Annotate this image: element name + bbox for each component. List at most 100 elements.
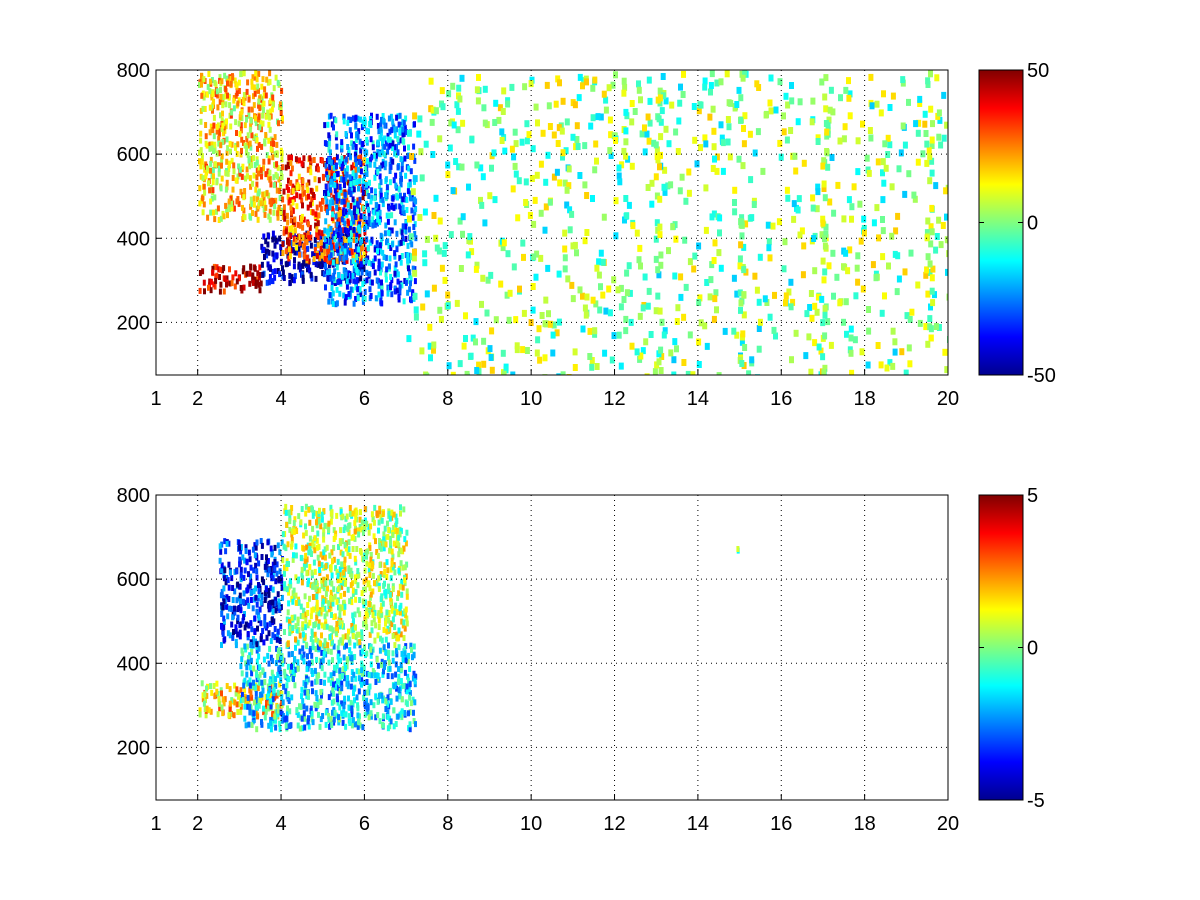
- heatmap-cell: [358, 178, 362, 185]
- heatmap-cell: [752, 149, 758, 157]
- heatmap-cell: [407, 226, 411, 233]
- heatmap-cell: [388, 547, 392, 554]
- heatmap-cell: [327, 170, 331, 177]
- heatmap-cell: [427, 342, 433, 350]
- heatmap-cell: [323, 243, 327, 250]
- heatmap-cell: [372, 152, 376, 159]
- heatmap-cell: [267, 158, 271, 165]
- heatmap-cell: [846, 94, 852, 102]
- heatmap-cell: [332, 643, 336, 650]
- heatmap-cell: [390, 557, 394, 564]
- heatmap-cell: [200, 195, 204, 202]
- heatmap-cell: [658, 346, 664, 354]
- heatmap-cell: [306, 230, 310, 237]
- heatmap-cell: [419, 347, 425, 355]
- heatmap-cell: [570, 242, 576, 250]
- heatmap-cell: [385, 239, 388, 246]
- heatmap-cell: [269, 108, 273, 115]
- heatmap-cell: [354, 144, 358, 150]
- heatmap-cell: [298, 157, 301, 164]
- heatmap-cell: [855, 137, 861, 145]
- heatmap-cell: [282, 275, 286, 281]
- heatmap-cell: [535, 336, 541, 344]
- heatmap-cell: [446, 90, 452, 98]
- heatmap-cell: [550, 349, 556, 357]
- heatmap-cell: [302, 545, 306, 552]
- heatmap-cell: [335, 204, 339, 211]
- heatmap-cell: [348, 174, 352, 181]
- heatmap-cell: [265, 190, 269, 197]
- heatmap-cell: [332, 194, 336, 201]
- heatmap-cell: [397, 693, 401, 700]
- heatmap-cell: [249, 620, 253, 627]
- heatmap-cell: [399, 259, 403, 266]
- heatmap-cell: [422, 259, 428, 267]
- heatmap-cell: [678, 83, 683, 91]
- heatmap-cell: [672, 272, 678, 280]
- heatmap-cell: [368, 179, 371, 186]
- heatmap-cell: [413, 678, 417, 685]
- heatmap-cell: [268, 264, 272, 271]
- heatmap-cell: [503, 366, 509, 374]
- heatmap-cell: [258, 592, 262, 598]
- heatmap-cell: [677, 99, 683, 107]
- heatmap-cell: [315, 614, 319, 621]
- heatmap-cell: [294, 623, 298, 630]
- heatmap-cell: [203, 288, 206, 295]
- heatmap-cell: [276, 707, 280, 714]
- heatmap-cell: [352, 209, 356, 216]
- heatmap-cell: [331, 596, 335, 602]
- x-axis-top: 1 2 4 6 8 10 12 14 16 18 20: [150, 369, 959, 410]
- heatmap-cell: [389, 602, 393, 609]
- heatmap-cell: [681, 359, 687, 366]
- heatmap-cell: [395, 609, 399, 616]
- heatmap-cell: [301, 202, 304, 209]
- heatmap-cell: [404, 279, 408, 286]
- heatmap-cell: [708, 88, 713, 96]
- heatmap-cell: [213, 79, 217, 86]
- heatmap-cell: [917, 95, 923, 103]
- heatmap-cell: [262, 656, 266, 663]
- heatmap-cell: [269, 181, 273, 188]
- heatmap-cell: [237, 79, 241, 86]
- heatmap-cell: [341, 719, 345, 726]
- heatmap-cell: [275, 561, 279, 568]
- heatmap-cell: [272, 85, 276, 92]
- heatmap-cell: [364, 611, 368, 618]
- heatmap-cell: [408, 257, 411, 264]
- heatmap-cell: [371, 140, 375, 147]
- heatmap-cell: [328, 292, 332, 299]
- heatmap-cell: [830, 249, 836, 257]
- heatmap-cell: [287, 255, 291, 262]
- heatmap-cell: [212, 122, 216, 129]
- heatmap-cell: [367, 714, 371, 721]
- heatmap-cell: [329, 112, 333, 119]
- heatmap-cell: [338, 623, 342, 630]
- heatmap-cell: [290, 505, 294, 511]
- heatmap-cell: [338, 290, 342, 297]
- heatmap-cell: [252, 172, 256, 179]
- heatmap-cell: [384, 592, 388, 599]
- heatmap-cell: [823, 105, 829, 113]
- heatmap-cell: [311, 512, 315, 519]
- heatmap-cell: [322, 651, 326, 658]
- heatmap-cell: [601, 213, 607, 221]
- heatmap-cell: [930, 120, 935, 128]
- heatmap-cell: [217, 130, 221, 137]
- heatmap-cell: [207, 71, 211, 77]
- heatmap-cell: [387, 610, 391, 616]
- heatmap-cell: [347, 695, 350, 702]
- heatmap-cell: [327, 713, 331, 719]
- heatmap-cell: [402, 619, 406, 626]
- heatmap-cell: [936, 133, 942, 141]
- heatmap-cell: [277, 598, 281, 605]
- heatmap-cell: [242, 194, 246, 201]
- heatmap-cell: [249, 657, 253, 664]
- heatmap-cell: [474, 261, 480, 269]
- heatmap-cell: [437, 306, 443, 314]
- heatmap-cell: [269, 638, 273, 644]
- heatmap-cell: [492, 196, 498, 204]
- heatmap-cell: [232, 168, 236, 175]
- heatmap-cell: [379, 126, 383, 133]
- heatmap-cell: [279, 604, 283, 611]
